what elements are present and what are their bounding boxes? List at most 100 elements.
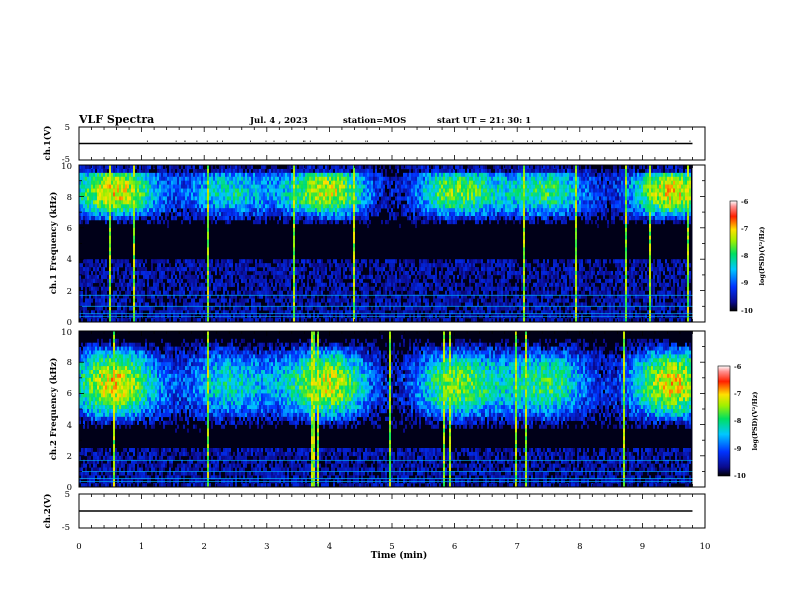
spectrogram-cell	[177, 180, 179, 185]
spectrogram-cell	[113, 267, 115, 272]
spectrogram-cell	[267, 294, 269, 299]
spectrogram-cell	[251, 294, 253, 299]
spectrogram-cell	[369, 259, 371, 264]
spectrogram-cell	[307, 306, 309, 311]
spectrogram-cell	[425, 306, 427, 311]
spectrogram-cell	[337, 188, 339, 193]
spectrogram-cell	[195, 180, 197, 185]
spectrogram-cell	[215, 168, 217, 174]
spectrogram-cell	[205, 192, 207, 197]
spectrogram-cell	[327, 168, 329, 174]
spectrogram-cell	[131, 200, 133, 205]
spectrogram-cell	[227, 212, 229, 217]
spectrogram-cell	[331, 290, 333, 295]
spectrogram-cell	[447, 274, 449, 280]
spectrogram-cell	[457, 294, 459, 299]
spectrogram-cell	[193, 184, 195, 189]
spectrogram-cell	[231, 180, 233, 185]
spectrogram-cell	[249, 267, 251, 272]
spectrogram-cell	[305, 168, 307, 174]
spectrogram-cell	[325, 200, 327, 205]
spectrogram-cell	[97, 168, 99, 174]
spectrogram-cell	[353, 251, 355, 256]
spectrogram-cell	[301, 204, 303, 209]
spectrogram-cell	[397, 176, 399, 181]
spectrogram-cell	[455, 180, 457, 185]
spectrogram-cell	[337, 172, 339, 178]
spectrogram-cell	[125, 298, 127, 303]
spectrogram-cell	[163, 302, 165, 307]
spectrogram-cell	[339, 286, 341, 291]
spectrogram-cell	[419, 282, 421, 287]
spectrogram-cell	[133, 243, 135, 248]
spectrogram-cell	[363, 204, 365, 209]
spectrogram-cell	[373, 204, 375, 209]
spectrogram-cell	[137, 204, 139, 209]
spectrogram-cell	[315, 204, 317, 209]
spectrogram-cell	[375, 282, 377, 287]
spectrogram-cell	[95, 294, 97, 299]
spectrogram-cell	[147, 204, 149, 209]
spectrogram-cell	[411, 172, 413, 178]
spectrogram-cell	[243, 286, 245, 291]
spectrogram-cell	[171, 196, 173, 201]
spectrogram-cell	[137, 302, 139, 307]
spectrogram-cell	[359, 212, 361, 217]
spectrogram-cell	[223, 196, 225, 201]
spectrogram-cell	[441, 286, 443, 291]
spectrogram-cell	[331, 298, 333, 303]
spectrogram-cell	[279, 180, 281, 185]
spectrogram-cell	[325, 282, 327, 287]
spectrogram-cell	[109, 235, 111, 240]
spectrogram-cell	[237, 168, 239, 174]
spectrogram-cell	[109, 212, 111, 217]
spectrogram-cell	[203, 212, 205, 217]
spectrogram-cell	[403, 294, 405, 299]
spectrogram-cell	[81, 290, 83, 295]
spectrogram-cell	[179, 208, 181, 213]
spectrogram-cell	[141, 290, 143, 295]
spectrogram-cell	[235, 278, 237, 284]
spectrogram-cell	[419, 172, 421, 178]
spectrogram-cell	[427, 298, 429, 303]
spectrogram-cell	[353, 165, 355, 170]
spectrogram-cell	[167, 223, 169, 229]
spectrogram-cell	[121, 278, 123, 284]
spectrogram-cell	[237, 216, 239, 221]
spectrogram-cell	[119, 192, 121, 197]
spectrogram-cell	[413, 286, 415, 291]
spectrogram-cell	[357, 196, 359, 201]
spectrogram-cell	[287, 184, 289, 189]
spectrogram-cell	[179, 306, 181, 311]
spectrogram-cell	[185, 192, 187, 197]
spectrogram-cell	[109, 290, 111, 295]
spectrogram-cell	[225, 192, 227, 197]
spectrogram-cell	[373, 192, 375, 197]
spectrogram-cell	[313, 310, 315, 315]
spectrogram-cell	[403, 172, 405, 178]
spectrogram-cell	[203, 310, 205, 315]
spectrogram-cell	[91, 204, 93, 209]
spectrogram-cell	[323, 208, 325, 213]
spectrogram-cell	[299, 188, 301, 193]
spectrogram-cell	[119, 216, 121, 221]
spectrogram-cell	[159, 278, 161, 284]
spectrogram-cell	[307, 168, 309, 174]
spectrogram-cell	[425, 192, 427, 197]
spectrogram-cell	[99, 208, 101, 213]
spectrogram-cell	[253, 278, 255, 284]
spectrogram-cell	[361, 274, 363, 280]
spectrogram-cell	[131, 188, 133, 193]
spectrogram-cell	[151, 172, 153, 178]
spectrogram-cell	[305, 192, 307, 197]
spectrogram-cell	[159, 200, 161, 205]
spectrogram-cell	[157, 294, 159, 299]
spectrogram-cell	[361, 184, 363, 189]
spectrogram-cell	[119, 302, 121, 307]
spectrogram-cell	[353, 180, 355, 185]
spectrogram-cell	[419, 196, 421, 201]
spectrogram-cell	[147, 286, 149, 291]
spectrogram-cell	[233, 204, 235, 209]
spectrogram-cell	[211, 192, 213, 197]
spectrogram-cell	[117, 306, 119, 311]
